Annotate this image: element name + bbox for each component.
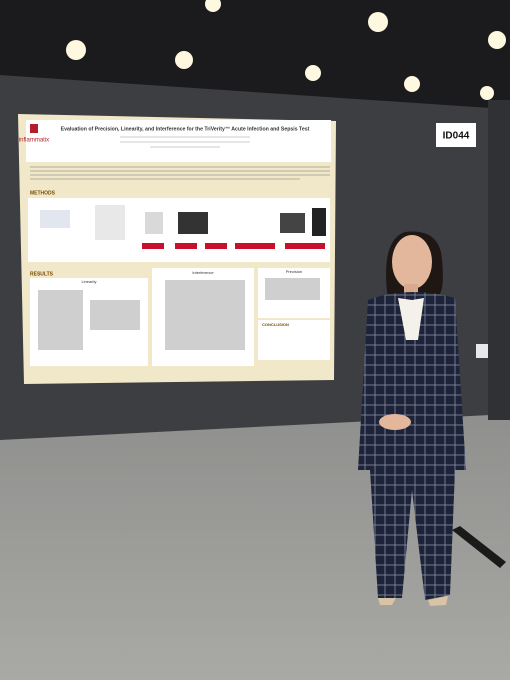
intro-text (30, 166, 330, 180)
logo: inflammatix (19, 138, 49, 144)
cup (476, 344, 488, 358)
person (358, 231, 466, 606)
poster-header (26, 120, 331, 162)
stand-leg (452, 526, 506, 568)
poster-title: Evaluation of Precision, Linearity, and … (61, 126, 310, 132)
panel-title: Interference (192, 270, 214, 275)
tables (38, 278, 320, 350)
panel-title: Precision (286, 269, 302, 274)
conclusion-panel (258, 320, 330, 360)
methods-figures (40, 205, 326, 249)
author-lines (120, 136, 250, 148)
ceiling-lights (66, 0, 506, 100)
panel-title: Linearity (81, 279, 96, 284)
section-heading: CONCLUSION (262, 322, 289, 327)
section-heading: RESULTS (30, 271, 54, 277)
section-heading: METHODS (30, 190, 56, 196)
logo-icon (30, 124, 38, 133)
booth-label: ID044 (443, 131, 470, 142)
booth-label-card (436, 123, 476, 147)
side-panel (488, 100, 510, 420)
